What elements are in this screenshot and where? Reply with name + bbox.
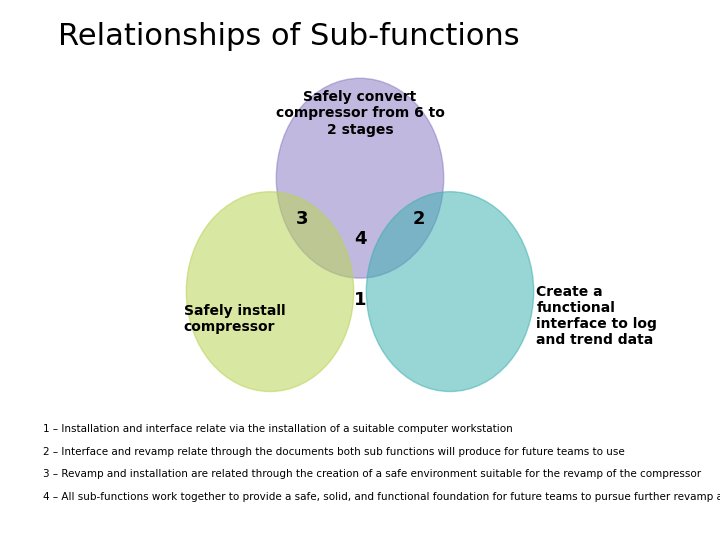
Text: Create a
functional
interface to log
and trend data: Create a functional interface to log and… [536,285,657,347]
Text: Safely convert
compressor from 6 to
2 stages: Safely convert compressor from 6 to 2 st… [276,90,444,137]
Text: 4 – All sub-functions work together to provide a safe, solid, and functional fou: 4 – All sub-functions work together to p… [43,492,720,502]
Ellipse shape [366,192,534,392]
Ellipse shape [186,192,354,392]
Ellipse shape [276,78,444,278]
Text: 3: 3 [296,210,309,228]
Text: Safely install
compressor: Safely install compressor [184,303,285,334]
Text: 4: 4 [354,230,366,248]
Text: Relationships of Sub-functions: Relationships of Sub-functions [58,22,519,51]
Text: 1 – Installation and interface relate via the installation of a suitable compute: 1 – Installation and interface relate vi… [43,424,513,434]
Text: 2 – Interface and revamp relate through the documents both sub functions will pr: 2 – Interface and revamp relate through … [43,447,625,457]
Text: 2: 2 [413,210,426,228]
Text: 3 – Revamp and installation are related through the creation of a safe environme: 3 – Revamp and installation are related … [43,469,701,480]
Text: 1: 1 [354,291,366,309]
